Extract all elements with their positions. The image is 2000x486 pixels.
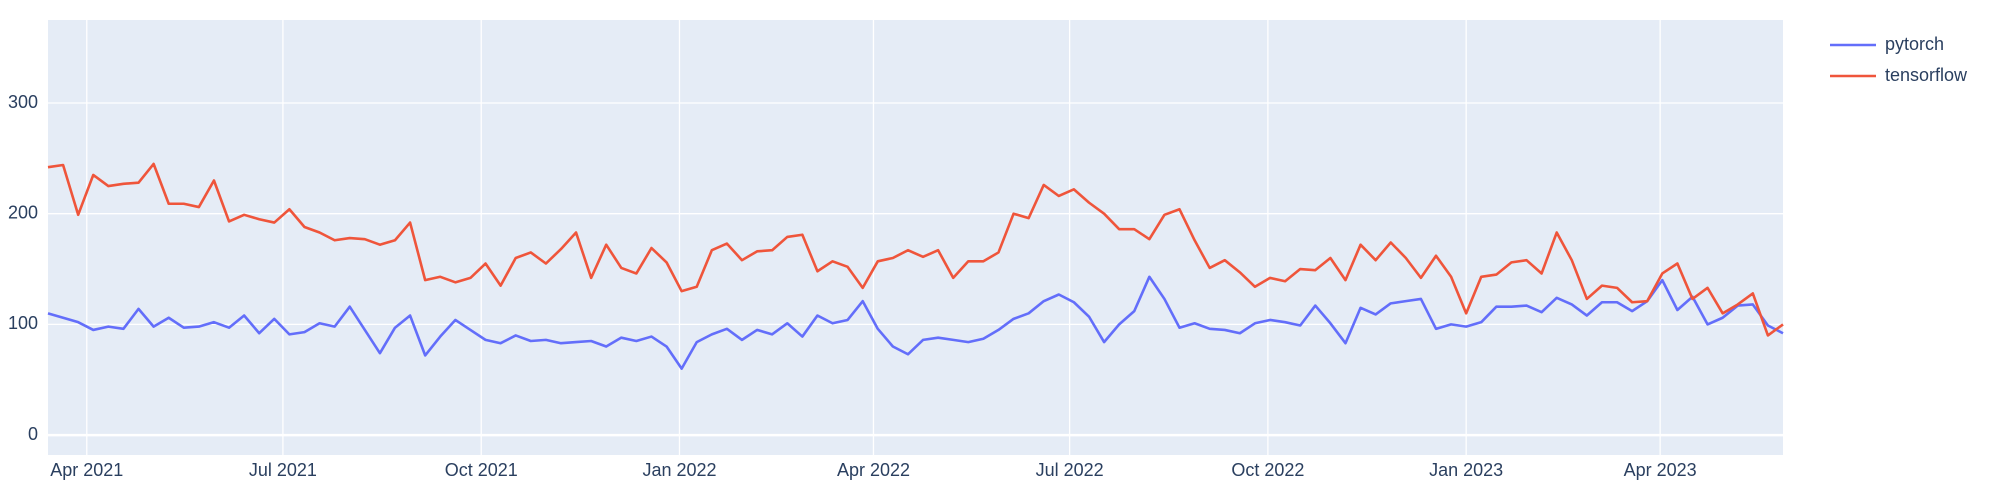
x-tick-label: Jul 2021 xyxy=(249,460,317,480)
legend-label[interactable]: pytorch xyxy=(1885,34,1944,54)
legend-label[interactable]: tensorflow xyxy=(1885,65,1968,85)
x-tick-label: Oct 2021 xyxy=(445,460,518,480)
plot-area xyxy=(48,20,1783,455)
x-tick-label: Jan 2022 xyxy=(642,460,716,480)
x-tick-label: Apr 2023 xyxy=(1624,460,1697,480)
x-tick-label: Jan 2023 xyxy=(1429,460,1503,480)
y-tick-label: 100 xyxy=(8,313,38,333)
x-tick-label: Oct 2022 xyxy=(1231,460,1304,480)
x-tick-label: Apr 2022 xyxy=(837,460,910,480)
y-tick-label: 0 xyxy=(28,424,38,444)
x-tick-label: Apr 2021 xyxy=(50,460,123,480)
y-tick-label: 300 xyxy=(8,92,38,112)
x-tick-label: Jul 2022 xyxy=(1036,460,1104,480)
y-tick-label: 200 xyxy=(8,202,38,222)
series-line xyxy=(47,162,1784,337)
series-line xyxy=(47,275,1784,370)
